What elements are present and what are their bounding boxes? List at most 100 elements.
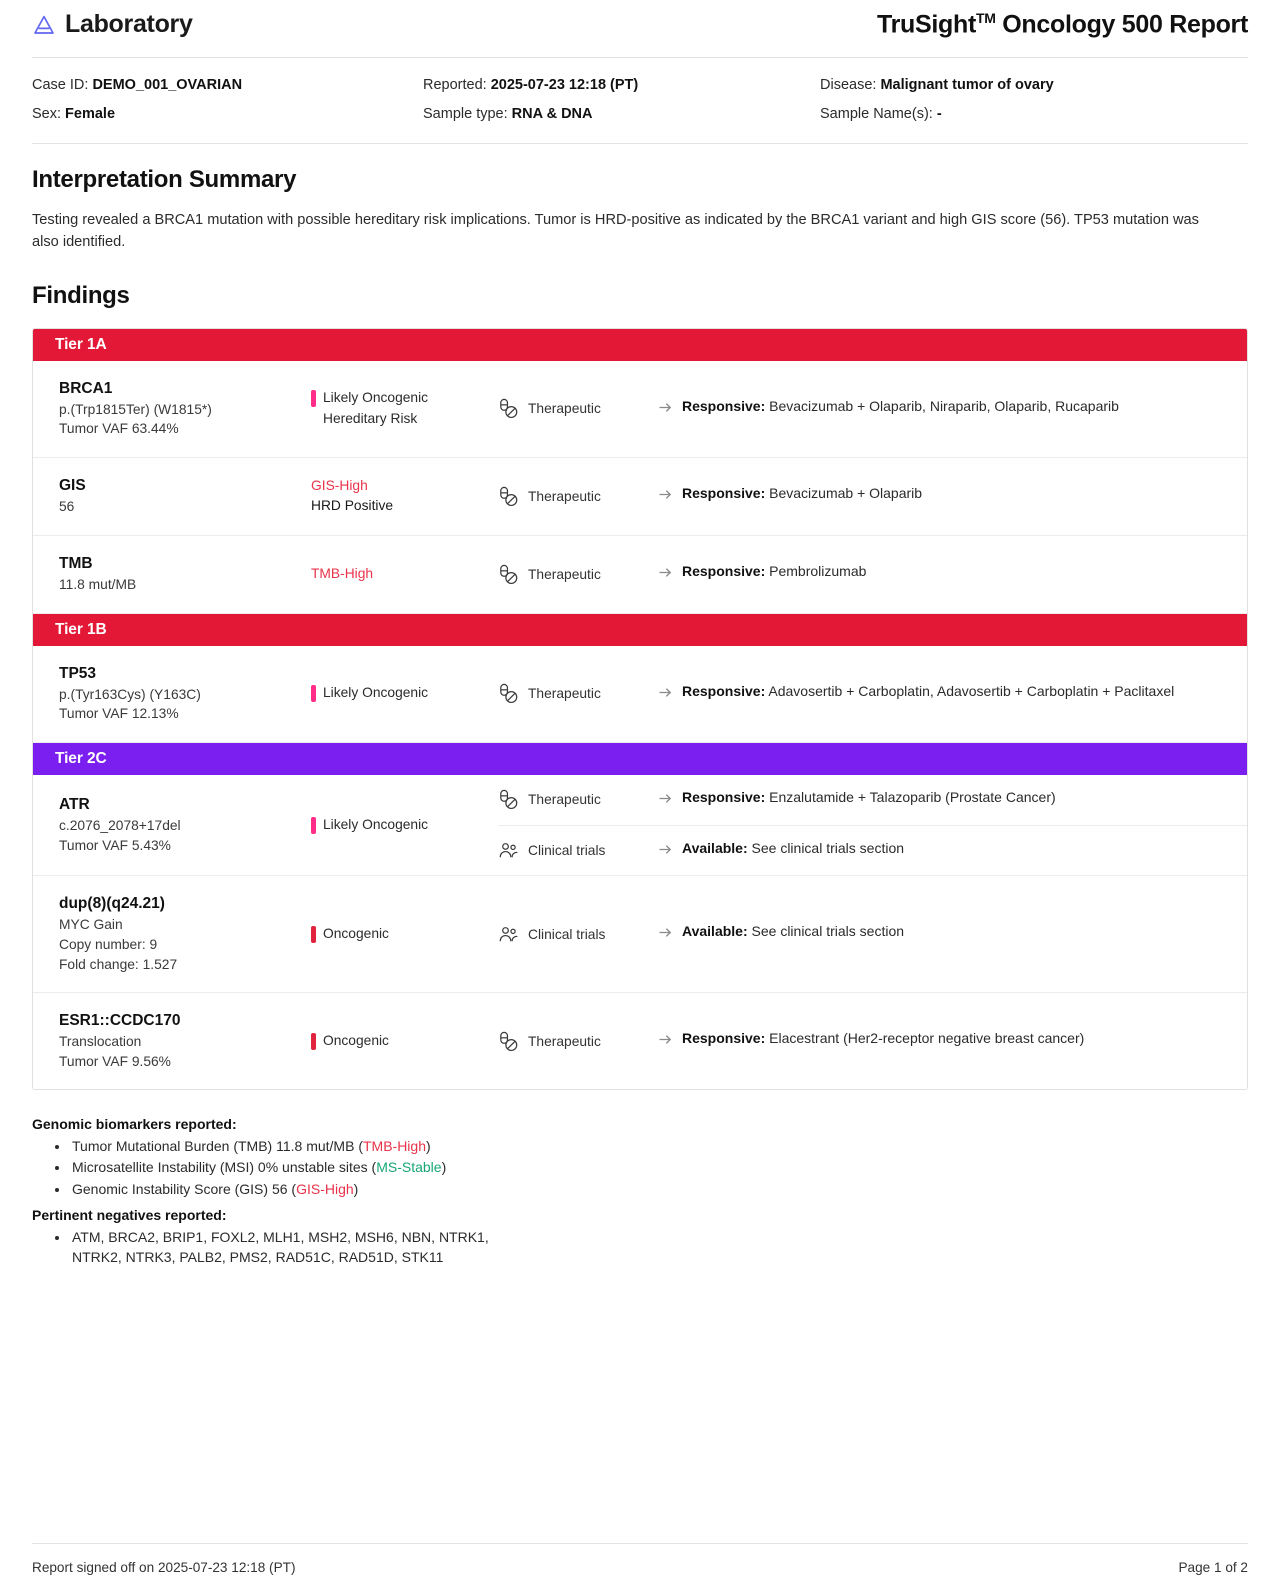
meta-reported: Reported: 2025-07-23 12:18 (PT) — [423, 76, 820, 96]
list-item: Genomic Instability Score (GIS) 56 (GIS-… — [70, 1179, 1248, 1199]
meta-reported-value: 2025-07-23 12:18 (PT) — [490, 77, 639, 94]
actions-cell: Therapeutic Responsive: Adavosertib + Car… — [498, 646, 1247, 742]
findings-section: Findings Tier 1A BRCA1 p.(Trp1815Ter) (W18… — [32, 254, 1248, 1091]
action-type-label: Clinical trials — [528, 926, 606, 942]
action-type: Therapeutic — [498, 683, 658, 704]
interpretation-title: Interpretation Summary — [32, 166, 297, 194]
status-badge: MS-Stable — [376, 1159, 442, 1176]
meta-sample-names-value: - — [936, 105, 942, 122]
arrow-right-icon — [658, 922, 673, 946]
classification-indicator-bar — [311, 389, 316, 407]
gene-detail-1: 11.8 mut/MB — [59, 577, 137, 593]
gene-cell: TMB 11.8 mut/MB — [33, 536, 303, 613]
arrow-right-icon — [658, 1029, 673, 1053]
action-detail: Responsive: Adavosertib + Carboplatin, A… — [658, 682, 1247, 706]
actions-cell: Therapeutic Responsive: Bevacizumab + Ola… — [498, 361, 1247, 457]
pill-icon — [498, 789, 519, 810]
table-row: BRCA1 p.(Trp1815Ter) (W1815*) Tumor VAF 63… — [33, 360, 1247, 458]
action-type-label: Therapeutic — [528, 1033, 601, 1049]
action-detail-text: Responsive: Bevacizumab + Olaparib, Nira… — [682, 397, 1119, 414]
report-header: Laboratory TruSightTM Oncology 500 Repor… — [32, 0, 1248, 57]
arrow-right-icon — [658, 788, 673, 812]
action-type-label: Clinical trials — [528, 842, 606, 858]
gene-detail-2: Tumor VAF 63.44% — [59, 421, 179, 437]
biomarkers-section: Genomic biomarkers reported: Tumor Mutat… — [32, 1090, 1248, 1268]
page-spacer — [32, 1269, 1248, 1543]
case-metadata: Case ID: DEMO_001_OVARIAN Reported: 2025… — [32, 58, 1248, 143]
interpretation-section: Interpretation Summary Testing revealed … — [32, 144, 1248, 253]
table-row: dup(8)(q24.21) MYC Gain Copy number: 9 Fold… — [33, 876, 1247, 994]
action-detail: Responsive: Enzalutamide + Talazoparib (… — [658, 788, 1247, 812]
action-type: Therapeutic — [498, 398, 658, 419]
pertinent-negatives-heading: Pertinent negatives reported: — [32, 1207, 227, 1224]
action-type-label: Therapeutic — [528, 686, 601, 702]
action-detail-text: Available: See clinical trials section — [682, 839, 905, 856]
gene-detail-2: Tumor VAF 9.56% — [59, 1053, 171, 1069]
classification-sublabel: Hereditary Risk — [323, 410, 418, 426]
classification-label: Oncogenic — [323, 925, 389, 941]
footer-divider — [32, 1543, 1248, 1544]
meta-sample-type-value: RNA & DNA — [511, 105, 593, 122]
classification-label: Likely Oncogenic — [323, 389, 429, 405]
actions-cell: Clinical trials Available: See clinical t… — [498, 876, 1247, 992]
list-item: Tumor Mutational Burden (TMB) 11.8 mut/M… — [70, 1136, 1248, 1156]
meta-disease: Disease: Malignant tumor of ovary — [820, 76, 1248, 96]
people-icon — [498, 924, 519, 945]
classification-cell: GIS-High HRD Positive — [303, 458, 498, 535]
pill-icon — [498, 398, 519, 419]
classification-line: Likely Oncogenic — [311, 683, 490, 704]
action-detail-text: Responsive: Pembrolizumab — [682, 563, 867, 580]
classification-indicator-bar — [311, 925, 316, 943]
pertinent-negatives-list: ATM, BRCA2, BRIP1, FOXL2, MLH1, MSH2, MS… — [70, 1227, 1248, 1268]
meta-sample-type: Sample type: RNA & DNA — [423, 105, 820, 125]
triangle-logo-icon — [32, 13, 56, 37]
arrow-right-icon — [658, 484, 673, 508]
signoff-text: Report signed off on 2025-07-23 12:18 (P… — [32, 1560, 296, 1575]
pill-icon — [498, 1031, 519, 1052]
action-detail: Available: See clinical trials section — [658, 839, 1247, 863]
findings-table: Tier 1A BRCA1 p.(Trp1815Ter) (W1815*) Tumor… — [32, 327, 1248, 1091]
gene-detail-1: p.(Tyr163Cys) (Y163C) — [59, 686, 201, 702]
classification-label: Oncogenic — [323, 1032, 389, 1048]
action-detail: Responsive: Bevacizumab + Olaparib — [658, 484, 1247, 508]
action-detail-text: Available: See clinical trials section — [682, 923, 905, 940]
action-type: Therapeutic — [498, 789, 658, 810]
gene-name: ESR1::CCDC170 — [59, 1012, 181, 1030]
action-type: Clinical trials — [498, 840, 658, 861]
action-row: Clinical trials Available: See clinical t… — [498, 904, 1247, 964]
gene-cell: GIS 56 — [33, 458, 303, 535]
action-type-label: Therapeutic — [528, 488, 601, 504]
classification-indicator-bar — [311, 816, 316, 834]
biomarkers-list: Tumor Mutational Burden (TMB) 11.8 mut/M… — [70, 1136, 1248, 1199]
brand-name: Laboratory — [65, 10, 193, 39]
gene-name: TP53 — [59, 664, 97, 682]
classification-cell: Likely Oncogenic — [303, 775, 498, 876]
action-row: Therapeutic Responsive: Bevacizumab + Ola… — [498, 379, 1247, 439]
meta-sample-names: Sample Name(s): - — [820, 105, 1248, 125]
classification-line: Oncogenic — [311, 924, 490, 945]
metadata-divider — [32, 143, 1248, 145]
action-type: Therapeutic — [498, 486, 658, 507]
actions-cell: Therapeutic Responsive: Elacestrant (Her2… — [498, 993, 1247, 1089]
table-row: GIS 56 GIS-High HRD Positive Therapeutic Resp… — [33, 457, 1247, 537]
gene-name: BRCA1 — [59, 379, 113, 397]
classification-line: Oncogenic — [311, 1031, 490, 1052]
arrow-right-icon — [658, 562, 673, 586]
classification-line: Likely Oncogenic — [311, 815, 490, 836]
pill-icon — [498, 486, 519, 507]
gene-detail-2: Tumor VAF 12.13% — [59, 706, 179, 722]
meta-sex-label: Sex: — [32, 105, 62, 122]
action-type: Therapeutic — [498, 1031, 658, 1052]
report-title-rest: Oncology 500 Report — [995, 10, 1248, 39]
status-badge: GIS-High — [296, 1180, 354, 1197]
meta-disease-value: Malignant tumor of ovary — [880, 77, 1054, 94]
gene-detail-1: 56 — [59, 499, 75, 515]
findings-title: Findings — [32, 281, 130, 309]
gene-name: ATR — [59, 796, 90, 813]
table-row: ATR c.2076_2078+17del Tumor VAF 5.43% Likel… — [33, 774, 1247, 877]
biomarker-status-badge: GIS-High — [311, 477, 368, 493]
classification-sublabel: HRD Positive — [311, 498, 394, 514]
action-detail-text: Responsive: Bevacizumab + Olaparib — [682, 485, 923, 502]
gene-detail-2: Copy number: 9 — [59, 936, 158, 952]
meta-sample-type-label: Sample type: — [423, 105, 508, 122]
